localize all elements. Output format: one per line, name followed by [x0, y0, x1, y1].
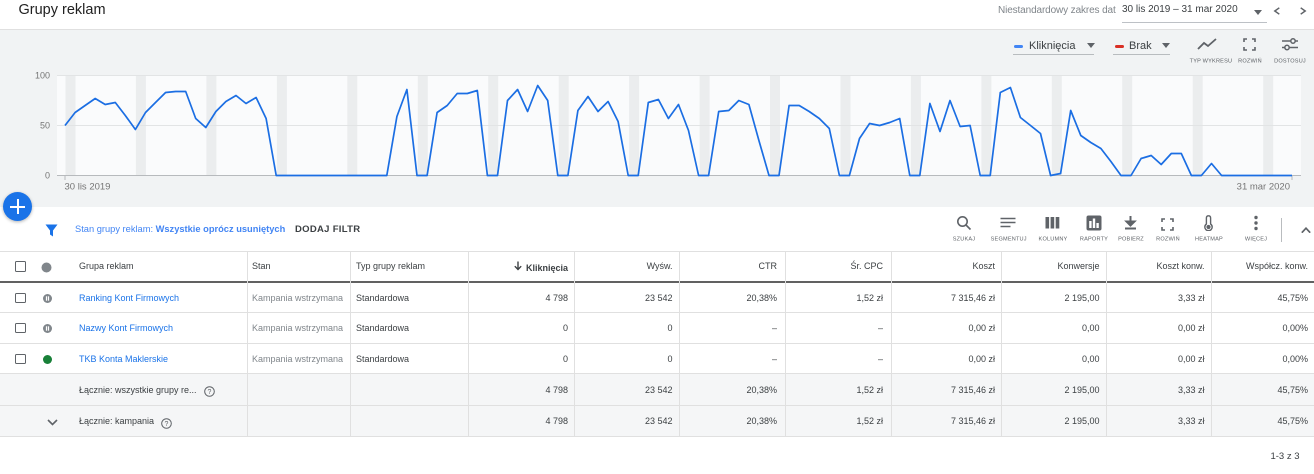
svg-text:0: 0: [45, 171, 50, 181]
svg-text:30 lis 2019: 30 lis 2019: [65, 182, 111, 193]
svg-text:31 mar 2020: 31 mar 2020: [1237, 182, 1290, 193]
svg-text:?: ?: [165, 421, 169, 428]
svg-text:100: 100: [35, 71, 50, 81]
svg-text:?: ?: [208, 389, 212, 396]
svg-text:50: 50: [40, 121, 50, 131]
